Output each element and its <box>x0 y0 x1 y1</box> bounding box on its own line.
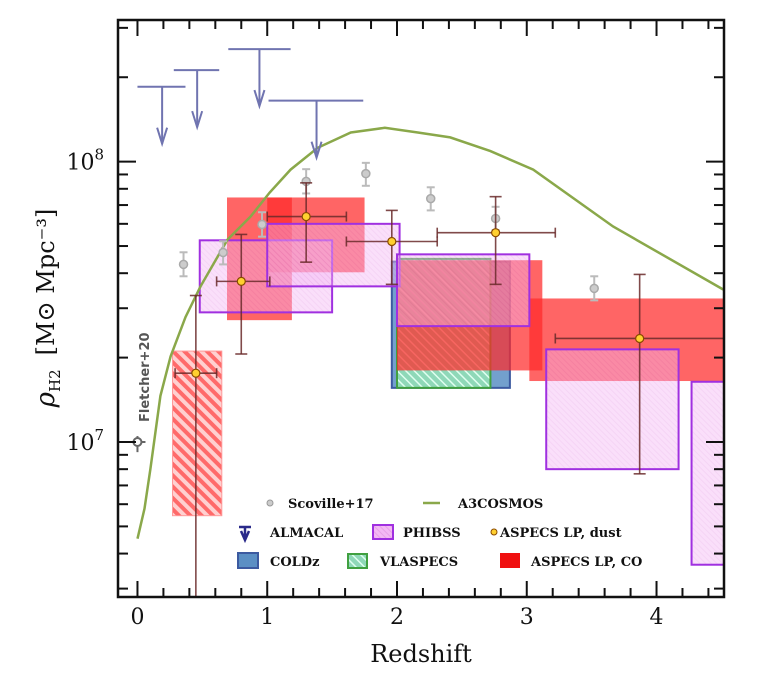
dust-marker <box>191 368 201 378</box>
dust-legend-icon <box>490 528 498 536</box>
y-axis-units: [M⊙ Mpc⁻³] <box>32 209 60 356</box>
phibss-box <box>395 253 531 328</box>
legend-label: ASPECS LP, dust <box>499 526 622 541</box>
legend-label: Scoville+17 <box>288 497 374 512</box>
aspecs-dust-point <box>345 209 439 286</box>
legend-label: COLDz <box>270 555 319 570</box>
aspecs-dust-point <box>215 233 271 355</box>
coldz-legend-icon <box>237 552 259 569</box>
y-tick-label: 107 <box>66 426 104 456</box>
aspecs-dust-point <box>266 182 348 263</box>
phibss-box <box>690 380 724 566</box>
x-tick-label: 2 <box>390 605 404 630</box>
legend-label: ALMACAL <box>269 526 343 541</box>
almacal-legend-icon <box>239 525 251 544</box>
aspecs-dust-point <box>174 294 218 597</box>
x-tick-label: 4 <box>650 605 664 630</box>
x-axis-label: Redshift <box>370 640 472 668</box>
scoville-point <box>218 240 228 266</box>
dust-marker <box>387 236 397 247</box>
scoville-marker <box>178 259 189 270</box>
scoville-point <box>361 161 371 187</box>
phibss-legend-icon <box>372 524 394 540</box>
aspecs-co-legend-icon <box>500 553 520 568</box>
dust-marker <box>491 228 501 238</box>
scoville-point <box>178 251 189 278</box>
aspecs-dust-point <box>554 273 724 475</box>
legend: Scoville+17 A3COSMOS ALMACAL PHIBSS ASPECS L… <box>237 497 642 570</box>
dust-marker <box>236 276 246 286</box>
legend-label: A3COSMOS <box>457 497 543 512</box>
scoville-marker <box>257 219 267 230</box>
almacal-arrowhead <box>310 141 323 162</box>
vlaspecs-legend-icon <box>347 553 368 569</box>
scoville-marker <box>589 283 599 294</box>
axes: 0 1 2 3 4 107 108 <box>66 18 726 630</box>
phibss-box <box>266 222 401 288</box>
y-axis-symbol: ρ <box>31 391 61 408</box>
scoville-legend-icon <box>266 499 274 507</box>
aspecs-dust-point <box>436 195 557 286</box>
almacal-upper-limit <box>173 69 220 131</box>
dust-marker <box>301 211 311 222</box>
legend-label: ASPECS LP, CO <box>530 555 642 570</box>
x-tick-label: 1 <box>260 605 274 630</box>
scoville-point <box>589 275 599 302</box>
fletcher-point <box>129 436 146 453</box>
fletcher-annotation: Fletcher+20 <box>138 332 153 422</box>
almacal-upper-limit <box>268 99 364 162</box>
y-axis-label: ρH2 [M⊙ Mpc⁻³] <box>31 209 64 409</box>
y-axis-subscript: H2 <box>46 369 64 392</box>
phibss-box <box>545 348 680 471</box>
x-tick-label: 3 <box>520 605 534 630</box>
scoville-marker <box>218 247 228 258</box>
almacal-arrowhead <box>156 127 169 148</box>
almacal-upper-limit <box>137 85 186 148</box>
legend-label: PHIBSS <box>403 526 461 541</box>
scoville-point <box>257 211 267 238</box>
almacal-arrowhead <box>253 89 266 110</box>
legend-item-scoville <box>266 499 274 507</box>
svg-text:ρH2[M⊙ Mpc⁻³]: ρH2 [M⊙ Mpc⁻³] <box>31 209 64 409</box>
aspecs-co-hatched-box <box>172 350 223 517</box>
a3cosmos-curve <box>136 126 724 539</box>
legend-label: VLASPECS <box>379 555 458 570</box>
scoville-marker <box>361 168 371 179</box>
y-tick-label: 108 <box>66 146 104 176</box>
dust-marker <box>635 333 645 344</box>
almacal-upper-limit <box>228 48 291 110</box>
plot-area <box>129 48 724 597</box>
x-tick-label: 0 <box>130 605 144 630</box>
scoville-point <box>425 186 436 212</box>
scoville-marker <box>425 193 436 204</box>
almacal-arrowhead <box>191 110 204 131</box>
